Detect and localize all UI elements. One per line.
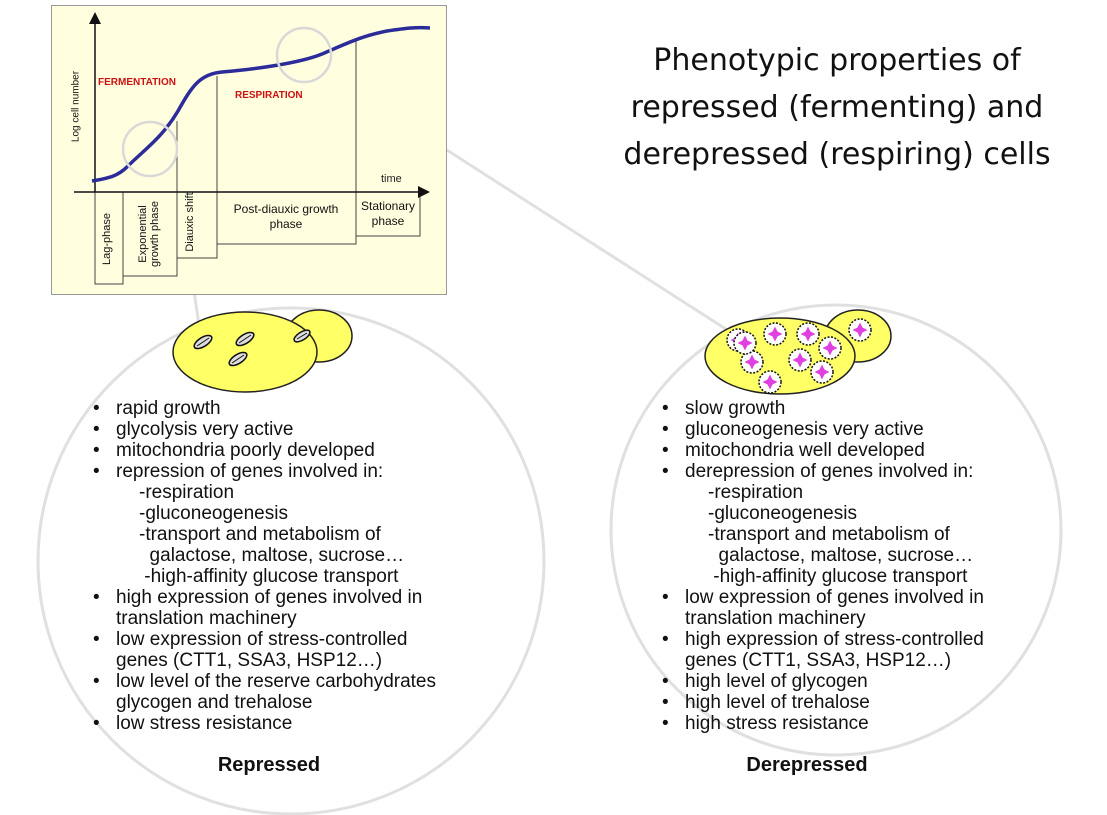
list-item: low expression of stress-controlledgenes… [93,629,493,671]
mitochondrion-icon [788,348,812,372]
mitochondrion-icon [796,322,820,346]
list-item: gluconeogenesis very active [662,419,1052,440]
sub-list-item: galactose, maltose, sucrose… [139,545,405,566]
mitochondrion-icon [193,334,213,350]
list-item-text: high stress resistance [685,713,869,734]
list-item-text: glycolysis very active [116,419,294,440]
list-item-text: mitochondria well developed [685,440,925,461]
mitochondrion-icon [235,331,255,347]
list-item-text: derepression of genes involved in: [685,461,974,482]
list-item: high stress resistance [662,713,1052,734]
sub-list: -respiration -gluconeogenesis -transport a… [116,482,493,587]
list-item-text: high level of trehalose [685,692,870,713]
sub-list: -respiration -gluconeogenesis -transport a… [685,482,1052,587]
sub-list-item: -high-affinity glucose transport [708,566,968,587]
list-item: high level of trehalose [662,692,1052,713]
mitochondrion-icon [818,336,842,360]
mitochondrion-icon [733,331,757,355]
list-item-text: high expression of stress-controlled [685,629,984,650]
phase-label-exponential: Exponential growth phase [137,200,161,268]
list-item: glycolysis very active [93,419,493,440]
repressed-label: Repressed [217,754,321,776]
list-item-continuation: glycogen and trehalose [116,692,313,713]
mitochondrion-icon [228,351,248,367]
list-item: low stress resistance [93,713,493,734]
mitochondrion-icon [810,360,834,384]
sub-list-item: -high-affinity glucose transport [139,566,399,587]
list-item: mitochondria poorly developed [93,440,493,461]
sub-list-item: galactose, maltose, sucrose… [708,545,974,566]
phase-label-diauxic: Diauxic shift [184,192,196,252]
list-item-text: high expression of genes involved in [116,587,423,608]
list-item-text: mitochondria poorly developed [116,440,375,461]
growth-curve-chart: Log cell number FERMENTATION RESPIRATION… [51,5,447,295]
list-item-continuation: genes (CTT1, SSA3, HSP12…) [116,650,383,671]
sub-list-item: -transport and metabolism of [708,524,950,545]
repressed-zoom-circle [36,306,546,815]
list-item: low level of the reserve carbohydratesgl… [93,671,493,713]
region-label-fermentation: FERMENTATION [98,77,176,88]
list-item-text: high level of glycogen [685,671,868,692]
list-item-continuation: genes (CTT1, SSA3, HSP12…) [685,650,952,671]
repressed-properties-list: rapid growthglycolysis very activemitoch… [93,398,493,734]
mitochondrion-icon [758,370,782,394]
sub-list-item: -transport and metabolism of [139,524,381,545]
derepressed-yeast-cell-icon [704,309,892,395]
sub-list-item: -gluconeogenesis [139,503,288,524]
mitochondrion-icon [848,318,872,342]
mitochondrion-icon [740,350,764,374]
mitochondrion-icon [763,322,787,346]
list-item: high expression of stress-controlledgene… [662,629,1052,671]
sub-list-item: -respiration [708,482,804,503]
list-item-text: slow growth [685,398,786,419]
list-item-continuation: translation machinery [116,608,297,629]
phase-label-stationary: Stationary phase [360,199,416,228]
list-item: slow growth [662,398,1052,419]
list-item: high expression of genes involved intran… [93,587,493,629]
list-item: repression of genes involved in:-respira… [93,461,493,587]
phase-label-post-diauxic: Post-diauxic growth phase [233,202,339,231]
region-label-respiration: RESPIRATION [235,90,303,101]
growth-curve-line [91,25,431,183]
growth-curve-svg [74,12,431,285]
list-item-continuation: translation machinery [685,608,866,629]
y-axis-label: Log cell number [70,70,82,143]
list-item: mitochondria well developed [662,440,1052,461]
list-item-text: low stress resistance [116,713,293,734]
list-item-text: low expression of stress-controlled [116,629,408,650]
sub-list-item: -respiration [139,482,235,503]
list-item: high level of glycogen [662,671,1052,692]
list-item: low expression of genes involved intrans… [662,587,1052,629]
list-item-text: low level of the reserve carbohydrates [116,671,436,692]
derepressed-label: Derepressed [746,754,868,776]
derepressed-zoom-circle [609,303,1063,757]
zoom-highlight-circle [121,120,179,178]
list-item-text: repression of genes involved in: [116,461,384,482]
derepressed-properties-list: slow growthgluconeogenesis very activemi… [662,398,1052,734]
list-item-text: gluconeogenesis very active [685,419,924,440]
list-item: derepression of genes involved in:-respi… [662,461,1052,587]
page-title: Phenotypic properties of repressed (ferm… [623,43,1051,172]
list-item-text: rapid growth [116,398,221,419]
sub-list-item: -gluconeogenesis [708,503,857,524]
mitochondrion-icon [293,329,311,343]
zoom-highlight-circle [275,26,333,84]
phase-label-lag: Lag-phase [101,213,113,265]
x-axis-label: time [381,173,402,185]
list-item: rapid growth [93,398,493,419]
repressed-yeast-cell-icon [172,309,353,393]
list-item-text: low expression of genes involved in [685,587,984,608]
